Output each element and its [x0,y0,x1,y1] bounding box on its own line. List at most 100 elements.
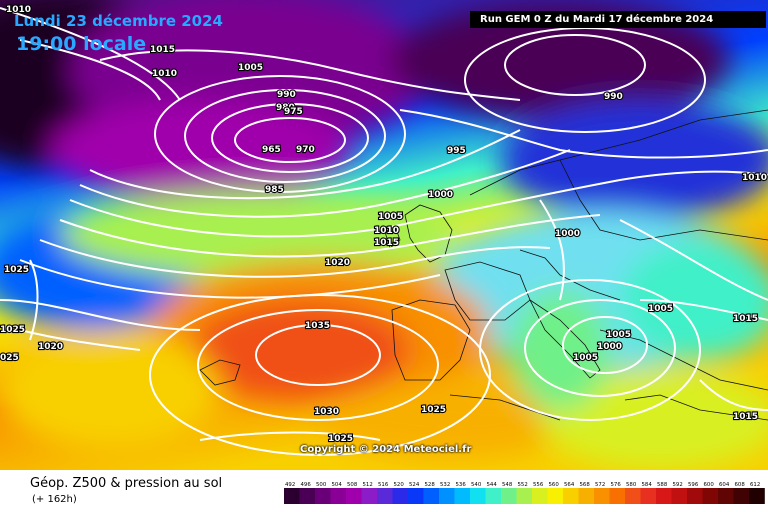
isobar-label: 995 [447,146,466,156]
isobar-label: 1020 [325,258,350,268]
isobar-label: 1005 [648,304,673,314]
legend-tick-label: 512 [363,482,373,488]
legend-tick-label: 592 [673,482,683,488]
legend-tick-label: 588 [657,482,668,488]
isobar-label: 1015 [733,314,758,324]
isobar-label: 985 [265,185,284,195]
isobar-label: 1010 [152,69,177,79]
legend-swatch [346,488,362,504]
legend-tick-label: 524 [409,482,420,488]
isobar-label: 1015 [374,238,399,248]
legend-tick-label: 544 [487,482,498,488]
legend-tick-label: 492 [285,482,295,488]
legend-swatch [532,488,548,504]
legend-tick-label: 548 [502,482,513,488]
legend-swatch [361,488,378,504]
isobar-label: 1010 [6,5,31,15]
isobar-label: 1005 [606,330,631,340]
isobar-label: 1025 [328,434,353,444]
legend-tick-label: 520 [394,482,405,488]
legend-tick-label: 500 [316,482,327,488]
legend-tick-label: 528 [425,482,436,488]
isobar-label: 965 [262,145,281,155]
legend-swatch [454,488,471,504]
forecast-lead: (+ 162h) [32,494,77,505]
legend-tick-label: 552 [518,482,528,488]
legend-swatch [702,488,719,504]
legend-tick-label: 504 [332,482,343,488]
copyright-text: Copyright © 2024 Meteociel.fr [300,444,472,455]
legend-swatch [439,488,455,504]
legend-swatch [377,488,393,504]
legend-swatch [687,488,703,504]
legend-tick-label: 580 [626,482,637,488]
legend-tick-label: 540 [471,482,482,488]
legend-tick-label: 508 [347,482,358,488]
legend-swatch [315,488,331,504]
legend-swatch [718,488,734,504]
legend-swatch [671,488,688,504]
isobar-label: 1035 [305,321,330,331]
legend-tick-label: 532 [440,482,450,488]
legend-swatch [625,488,641,504]
legend-tick-label: 604 [719,482,730,488]
coastlines [199,109,768,421]
legend-swatch [299,488,316,504]
isobar-label: 1000 [428,190,453,200]
forecast-time: 19:00 locale [16,33,147,55]
isobar-label: 1010 [742,173,767,183]
legend-tick-label: 576 [611,482,622,488]
legend-tick-label: 564 [564,482,575,488]
model-run-info: Run GEM 0 Z du Mardi 17 décembre 2024 [470,11,766,28]
forecast-date: Lundi 23 décembre 2024 [14,12,223,30]
legend-swatch [516,488,533,504]
isobar-label: 1000 [555,229,580,239]
isobar-label: 1030 [314,407,339,417]
legend-tick-label: 536 [456,482,467,488]
legend-swatch [594,488,610,504]
isobar-label: 1010 [374,226,399,236]
legend-swatch [330,488,347,504]
legend-colorbar: 492 496 500 504 508 512 516 520 524 528 532 536 540 5… [284,482,765,504]
isobar-lines [0,7,768,456]
isobar-label: 1025 [0,325,25,335]
geopotential-field [0,0,768,470]
legend-tick-label: 584 [642,482,653,488]
legend-swatch [485,488,502,504]
legend-tick-label: 612 [750,482,760,488]
legend-swatch [392,488,409,504]
legend-swatch [547,488,564,504]
legend-swatch [749,488,765,504]
isobar-label: 1015 [150,45,175,55]
legend-swatch [609,488,626,504]
legend-swatch [563,488,579,504]
legend-tick-label: 496 [301,482,312,488]
legend-tick-label: 568 [580,482,591,488]
isobar-label: 1015 [733,412,758,422]
isobar-label: 990 [277,90,296,100]
legend-swatch [284,488,300,504]
legend-swatch [640,488,657,504]
legend-swatch [733,488,750,504]
legend-tick-label: 596 [688,482,699,488]
legend-tick-label: 516 [378,482,389,488]
isobar-label: 975 [284,107,303,117]
legend-tick-label: 608 [735,482,746,488]
isobar-label: 1025 [421,405,446,415]
isobar-label: 1000 [597,342,622,352]
isobar-label: 980 [276,103,295,113]
legend-tick-label: 572 [595,482,605,488]
legend-swatch [501,488,517,504]
isobar-label: 990 [604,92,623,102]
legend-tick-label: 556 [533,482,544,488]
isobar-label: 1005 [573,353,598,363]
chart-title: Géop. Z500 & pression au sol [30,476,223,491]
isobar-label: 970 [296,145,315,155]
legend-swatch [578,488,595,504]
legend-tick-label: 600 [704,482,715,488]
legend-tick-label: 560 [549,482,560,488]
legend-swatch [656,488,672,504]
